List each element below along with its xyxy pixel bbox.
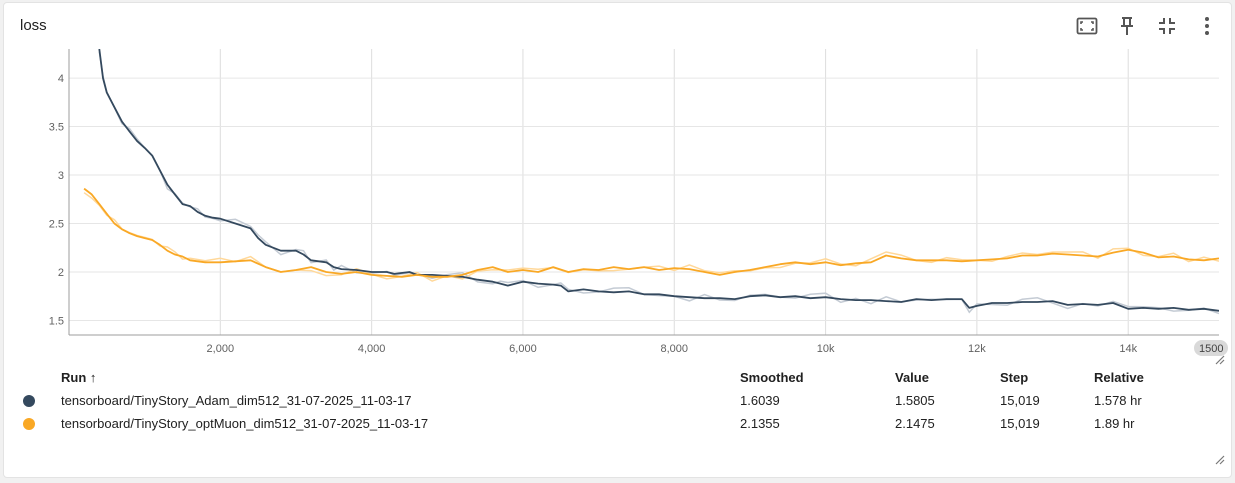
- x-tick-label: 14k: [1119, 343, 1137, 355]
- header-smoothed[interactable]: Smoothed: [740, 370, 804, 385]
- raw-value: 1.5805: [895, 393, 935, 408]
- x-tick-label: 10k: [817, 343, 835, 355]
- pin-icon[interactable]: [1111, 13, 1143, 39]
- x-tick-label: 8,000: [660, 343, 688, 355]
- step-value: 15,019: [1000, 416, 1040, 431]
- x-end-pill: [1194, 340, 1228, 356]
- y-tick-label: 2: [58, 267, 64, 279]
- run-name: tensorboard/TinyStory_Adam_dim512_31-07-…: [61, 393, 412, 408]
- relative-value: 1.89 hr: [1094, 416, 1135, 431]
- card-toolbar: [1071, 13, 1223, 39]
- card-title: loss: [20, 17, 47, 34]
- header-step[interactable]: Step: [1000, 370, 1029, 385]
- step-value: 15,019: [1000, 393, 1040, 408]
- run-color-dot: [23, 418, 35, 430]
- y-tick-label: 4: [58, 73, 64, 85]
- x-tick-label: 2,000: [207, 343, 235, 355]
- table-row[interactable]: tensorboard/TinyStory_optMuon_dim512_31-…: [4, 416, 1233, 438]
- y-tick-label: 2.5: [49, 219, 64, 231]
- smoothed-value: 2.1355: [740, 416, 780, 431]
- x-tick-label: 6,000: [509, 343, 537, 355]
- run-color-dot: [23, 395, 35, 407]
- raw-value: 2.1475: [895, 416, 935, 431]
- series-line[interactable]: [98, 49, 1219, 312]
- run-name: tensorboard/TinyStory_optMuon_dim512_31-…: [61, 416, 429, 431]
- fit-domain-icon[interactable]: [1071, 13, 1103, 39]
- y-tick-label: 1.5: [49, 315, 64, 327]
- series-raw-line: [98, 51, 1219, 315]
- x-end-label: 1500: [1199, 343, 1223, 355]
- more-icon[interactable]: [1191, 13, 1223, 39]
- x-tick-label: 12k: [968, 343, 986, 355]
- y-tick-label: 3.5: [49, 122, 64, 134]
- header-relative[interactable]: Relative: [1094, 370, 1144, 385]
- resize-handle-icon[interactable]: [1215, 455, 1225, 465]
- smoothed-value: 1.6039: [740, 393, 780, 408]
- resize-handle-icon[interactable]: [1215, 355, 1225, 365]
- header-run[interactable]: Run ↑: [61, 370, 97, 385]
- sort-arrow-icon: ↑: [89, 370, 97, 385]
- loss-chart[interactable]: 2,000 4,000 6,000 8,000 10k 12k 14k 1.5 2 2.5 3 3.5…: [4, 3, 1233, 363]
- header-value[interactable]: Value: [895, 370, 929, 385]
- series-line[interactable]: [83, 187, 1219, 278]
- collapse-icon[interactable]: [1151, 13, 1183, 39]
- table-row[interactable]: tensorboard/TinyStory_Adam_dim512_31-07-…: [4, 393, 1233, 415]
- loss-card: loss 2,000 4,000 6,000 8,000 10k 12k 14k 1.5 2 2.…: [3, 2, 1232, 478]
- x-tick-label: 4,000: [358, 343, 386, 355]
- y-tick-label: 3: [58, 170, 64, 182]
- relative-value: 1.578 hr: [1094, 393, 1142, 408]
